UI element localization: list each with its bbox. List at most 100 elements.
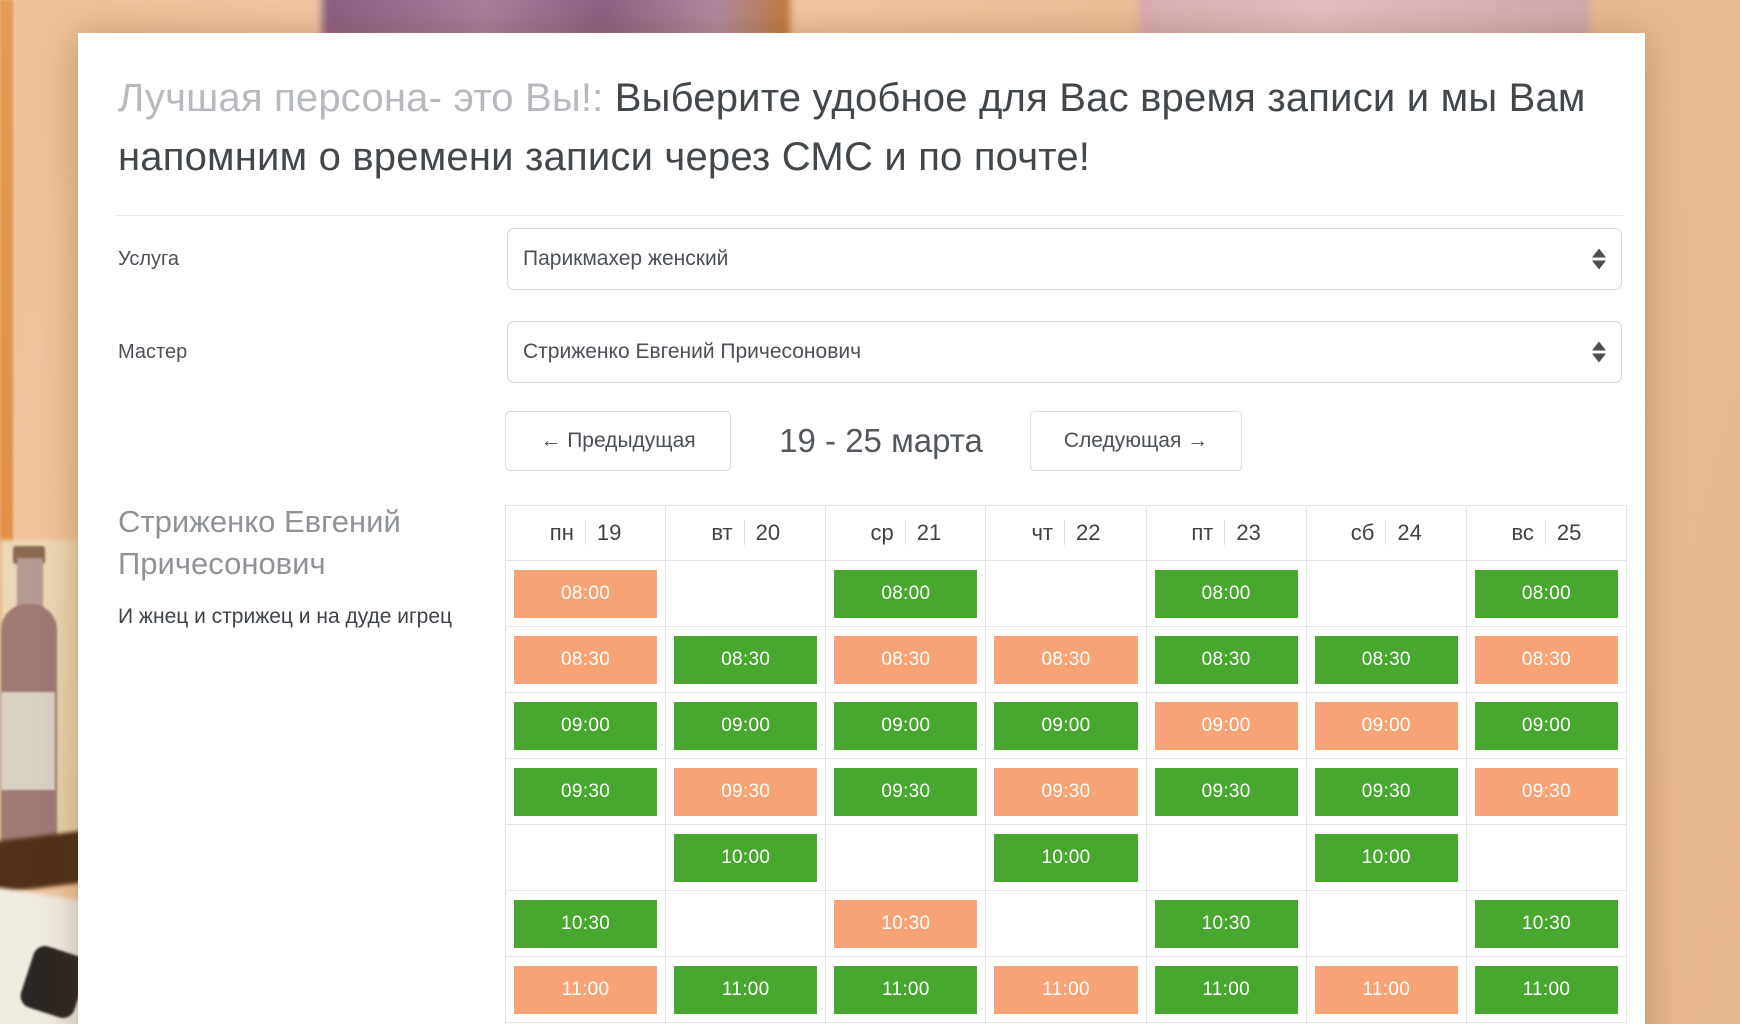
schedule-cell: 10:30 xyxy=(825,890,987,957)
master-description: И жнец и стрижец и на дуде игрец xyxy=(118,605,453,628)
day-date: 23 xyxy=(1224,520,1261,545)
next-week-button[interactable]: Следующая → xyxy=(1030,411,1242,471)
time-slot-free[interactable]: 11:00 xyxy=(674,965,818,1014)
schedule-cell: 08:30 xyxy=(1145,626,1307,693)
schedule-cell xyxy=(1305,890,1467,957)
time-slot-free[interactable]: 09:00 xyxy=(994,701,1138,750)
time-slot-free[interactable]: 08:30 xyxy=(1314,635,1458,684)
schedule-row: 09:30 09:30 09:30 09:30 09:30 09:30 09:30 xyxy=(504,758,1628,825)
schedule-cell: 09:30 xyxy=(1465,758,1628,825)
schedule-cell: 09:30 xyxy=(985,758,1147,825)
previous-week-button[interactable]: ← Предыдущая xyxy=(505,411,731,471)
day-abbr: сб xyxy=(1350,520,1375,545)
schedule-cell: 11:00 xyxy=(1305,956,1467,1023)
schedule-cell: 10:00 xyxy=(1305,824,1467,891)
day-abbr: пн xyxy=(549,520,574,545)
time-slot-busy: 08:30 xyxy=(834,635,978,684)
day-header: вт 20 xyxy=(665,505,827,561)
schedule-cell: 09:30 xyxy=(504,758,667,825)
time-slot-free[interactable]: 08:00 xyxy=(1154,569,1298,618)
schedule-row: 09:00 09:00 09:00 09:00 09:00 09:00 09:00 xyxy=(504,692,1628,759)
day-date: 21 xyxy=(904,520,942,545)
master-name: Стриженко Евгений Причесонович xyxy=(118,504,401,581)
day-date: 25 xyxy=(1544,520,1582,545)
master-info: Стриженко Евгений Причесонович И жнец и … xyxy=(118,501,466,632)
service-select-value: Парикмахер женский xyxy=(523,247,729,270)
select-spinner-icon xyxy=(1592,248,1606,270)
booking-card: Лучшая персона- это Вы!: Выберите удобно… xyxy=(78,33,1645,1024)
master-select-value: Стриженко Евгений Причесонович xyxy=(523,340,862,363)
background-shape xyxy=(0,830,86,894)
schedule-cell: 10:30 xyxy=(1145,890,1307,957)
time-slot-free[interactable]: 11:00 xyxy=(1154,965,1298,1014)
schedule-cell: 08:00 xyxy=(504,560,667,627)
time-slot-free[interactable]: 09:00 xyxy=(834,701,978,750)
time-slot-busy: 09:00 xyxy=(1154,701,1298,750)
time-slot-free[interactable]: 09:30 xyxy=(834,767,978,816)
time-slot-free[interactable]: 09:30 xyxy=(1154,767,1298,816)
schedule-cell: 10:30 xyxy=(504,890,667,957)
time-slot-free[interactable]: 09:30 xyxy=(1314,767,1458,816)
day-abbr: пт xyxy=(1191,520,1214,545)
schedule-cell xyxy=(1305,560,1467,627)
schedule-row xyxy=(504,1022,1628,1024)
schedule-cell: 09:00 xyxy=(1465,692,1628,759)
time-slot-free[interactable]: 08:00 xyxy=(1474,569,1618,618)
day-header: сб 24 xyxy=(1305,505,1467,561)
schedule-row: 10:30 10:30 10:30 10:30 xyxy=(504,890,1628,957)
day-date: 19 xyxy=(584,520,622,545)
schedule-cell xyxy=(504,824,667,891)
time-slot-free[interactable]: 10:00 xyxy=(1314,833,1458,882)
background-bottle xyxy=(1,692,55,790)
time-slot-busy: 08:30 xyxy=(994,635,1138,684)
week-range-label: 19 - 25 марта xyxy=(779,422,983,459)
time-slot-busy: 08:30 xyxy=(514,635,658,684)
time-slot-busy: 09:30 xyxy=(674,767,818,816)
schedule-row: 08:30 08:30 08:30 08:30 08:30 08:30 08:30 xyxy=(504,626,1628,693)
schedule-cell: 08:30 xyxy=(504,626,667,693)
time-slot-free[interactable]: 09:30 xyxy=(514,767,658,816)
time-slot-free[interactable]: 11:00 xyxy=(834,965,978,1014)
time-slot-free[interactable]: 10:00 xyxy=(674,833,818,882)
time-slot-free[interactable]: 11:00 xyxy=(1474,965,1618,1014)
time-slot-busy: 08:30 xyxy=(1474,635,1618,684)
schedule-cell: 08:00 xyxy=(825,560,987,627)
schedule-cell: 09:00 xyxy=(985,692,1147,759)
time-slot-free[interactable]: 10:30 xyxy=(1474,899,1618,948)
schedule-cell: 11:00 xyxy=(504,956,667,1023)
time-slot-busy: 10:30 xyxy=(834,899,978,948)
time-slot-free[interactable]: 10:00 xyxy=(994,833,1138,882)
time-slot-free[interactable]: 08:30 xyxy=(674,635,818,684)
schedule-cell: 11:00 xyxy=(665,956,827,1023)
time-slot-free[interactable]: 09:00 xyxy=(1474,701,1618,750)
schedule-cell: 08:30 xyxy=(1465,626,1628,693)
time-slot-busy: 09:30 xyxy=(994,767,1138,816)
day-header-row: пн 19 вт 20 ср 21 чт 22 пт 23 сб 24 вс 25 xyxy=(504,505,1628,561)
time-slot-free[interactable]: 10:30 xyxy=(514,899,658,948)
time-slot-free[interactable]: 10:30 xyxy=(1154,899,1298,948)
schedule-cell: 10:00 xyxy=(665,824,827,891)
time-slot-free[interactable]: 09:00 xyxy=(514,701,658,750)
schedule-cell: 08:30 xyxy=(1305,626,1467,693)
service-select[interactable]: Парикмахер женский xyxy=(507,228,1622,290)
schedule-cell: 09:00 xyxy=(1145,692,1307,759)
master-select[interactable]: Стриженко Евгений Причесонович xyxy=(507,321,1622,383)
schedule-cell: 08:00 xyxy=(1465,560,1628,627)
schedule-cell xyxy=(825,824,987,891)
schedule-table: пн 19 вт 20 ср 21 чт 22 пт 23 сб 24 вс 25 08:00 08:00 0… xyxy=(504,505,1628,1024)
time-slot-free[interactable]: 09:00 xyxy=(674,701,818,750)
time-slot-busy: 09:00 xyxy=(1314,701,1458,750)
schedule-cell: 08:30 xyxy=(825,626,987,693)
schedule-cell xyxy=(1465,1022,1628,1024)
time-slot-free[interactable]: 08:00 xyxy=(834,569,978,618)
schedule-cell xyxy=(985,560,1147,627)
service-label: Услуга xyxy=(118,247,180,270)
schedule-cell: 10:30 xyxy=(1465,890,1628,957)
day-date: 20 xyxy=(743,520,781,545)
schedule-cell: 11:00 xyxy=(1145,956,1307,1023)
day-header: вс 25 xyxy=(1465,505,1628,561)
schedule-row: 11:00 11:00 11:00 11:00 11:00 11:00 11:00 xyxy=(504,956,1628,1023)
time-slot-free[interactable]: 08:30 xyxy=(1154,635,1298,684)
schedule-cell: 08:00 xyxy=(1145,560,1307,627)
